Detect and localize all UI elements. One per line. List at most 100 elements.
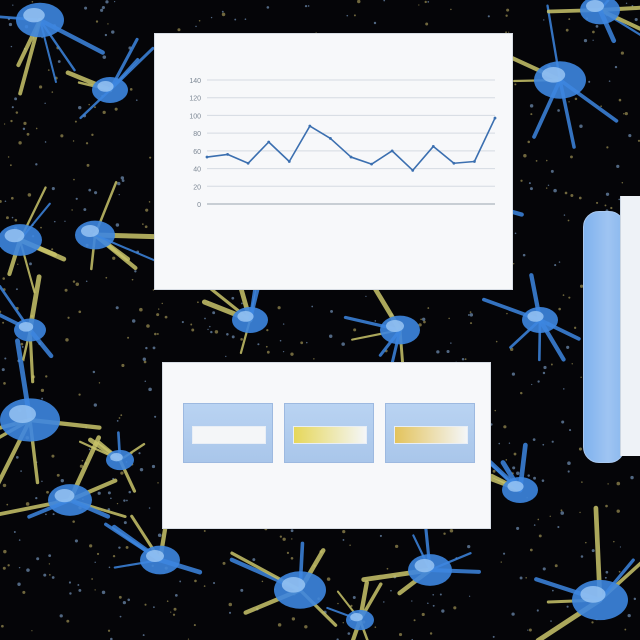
background-speck bbox=[0, 310, 2, 313]
background-speck bbox=[353, 328, 357, 332]
card-2-strip bbox=[293, 426, 367, 444]
background-speck bbox=[560, 511, 565, 515]
background-speck bbox=[78, 105, 82, 110]
background-speck bbox=[101, 5, 105, 10]
background-speck bbox=[432, 604, 435, 607]
chart-data-point bbox=[329, 137, 332, 140]
side-card-edge bbox=[620, 196, 640, 456]
background-speck bbox=[448, 317, 450, 320]
background-speck bbox=[107, 629, 111, 632]
background-speck bbox=[565, 28, 569, 32]
background-speck bbox=[203, 585, 206, 587]
background-speck bbox=[578, 447, 582, 451]
background-speck bbox=[231, 335, 235, 339]
background-speck bbox=[595, 201, 599, 205]
background-speck bbox=[203, 529, 206, 532]
background-speck bbox=[71, 209, 73, 211]
background-speck bbox=[45, 513, 47, 516]
organism-highlight bbox=[97, 81, 114, 92]
microorganism bbox=[65, 37, 155, 120]
background-speck bbox=[102, 55, 107, 59]
background-speck bbox=[134, 270, 137, 273]
background-speck bbox=[173, 607, 177, 611]
background-speck bbox=[300, 341, 304, 345]
background-speck bbox=[595, 25, 599, 28]
background-speck bbox=[421, 317, 426, 321]
background-speck bbox=[12, 4, 14, 6]
background-speck bbox=[149, 156, 152, 159]
background-speck bbox=[505, 459, 508, 461]
background-speck bbox=[244, 18, 247, 21]
background-speck bbox=[552, 589, 554, 592]
background-speck bbox=[453, 606, 457, 610]
background-speck bbox=[542, 567, 546, 571]
background-speck bbox=[373, 21, 377, 25]
background-speck bbox=[105, 276, 108, 279]
background-speck bbox=[64, 288, 68, 292]
background-speck bbox=[533, 476, 536, 480]
background-speck bbox=[35, 496, 38, 500]
background-speck bbox=[523, 154, 527, 158]
background-speck bbox=[492, 469, 496, 473]
background-speck bbox=[328, 334, 333, 338]
background-speck bbox=[209, 325, 211, 328]
infographic-card-2 bbox=[284, 403, 374, 463]
background-speck bbox=[129, 88, 133, 91]
background-speck bbox=[512, 263, 515, 265]
microorganism bbox=[486, 4, 619, 149]
background-speck bbox=[545, 187, 548, 189]
chart-data-point bbox=[246, 161, 250, 165]
background-speck bbox=[279, 535, 282, 538]
background-speck bbox=[221, 10, 224, 13]
background-speck bbox=[557, 525, 560, 529]
background-speck bbox=[605, 192, 610, 196]
background-speck bbox=[551, 440, 554, 443]
background-speck bbox=[592, 30, 595, 34]
background-speck bbox=[350, 604, 353, 607]
background-speck bbox=[562, 294, 565, 296]
background-speck bbox=[153, 606, 155, 609]
background-speck bbox=[38, 85, 43, 89]
background-speck bbox=[633, 597, 637, 601]
background-speck bbox=[142, 223, 144, 225]
microorganism bbox=[229, 541, 338, 627]
background-speck bbox=[291, 617, 296, 621]
background-speck bbox=[311, 305, 314, 308]
background-speck bbox=[22, 590, 26, 594]
chart-y-tick-label: 100 bbox=[189, 113, 201, 120]
background-speck bbox=[508, 31, 510, 33]
background-speck bbox=[252, 558, 256, 562]
background-speck bbox=[93, 403, 98, 407]
chart-data-point bbox=[226, 153, 229, 156]
background-speck bbox=[527, 474, 530, 477]
background-speck bbox=[583, 38, 588, 43]
background-speck bbox=[418, 4, 420, 6]
background-speck bbox=[527, 629, 529, 631]
background-speck bbox=[119, 615, 122, 618]
background-speck bbox=[627, 613, 631, 618]
background-speck bbox=[156, 313, 160, 317]
background-speck bbox=[114, 107, 118, 111]
background-speck bbox=[467, 314, 470, 316]
background-speck bbox=[161, 302, 163, 305]
background-speck bbox=[35, 127, 38, 130]
background-speck bbox=[120, 471, 124, 475]
background-speck bbox=[107, 491, 111, 495]
background-speck bbox=[569, 429, 572, 432]
background-speck bbox=[568, 296, 571, 299]
background-speck bbox=[494, 409, 496, 412]
background-speck bbox=[60, 134, 64, 138]
background-speck bbox=[519, 576, 523, 580]
background-speck bbox=[511, 372, 516, 376]
background-speck bbox=[117, 181, 121, 186]
background-speck bbox=[94, 106, 96, 109]
background-speck bbox=[429, 632, 433, 635]
background-speck bbox=[571, 363, 573, 365]
background-speck bbox=[170, 611, 172, 613]
background-speck bbox=[520, 391, 523, 395]
background-speck bbox=[91, 133, 94, 137]
background-speck bbox=[123, 521, 127, 525]
microorganism bbox=[0, 186, 67, 294]
background-speck bbox=[0, 199, 2, 203]
background-speck bbox=[138, 452, 141, 455]
